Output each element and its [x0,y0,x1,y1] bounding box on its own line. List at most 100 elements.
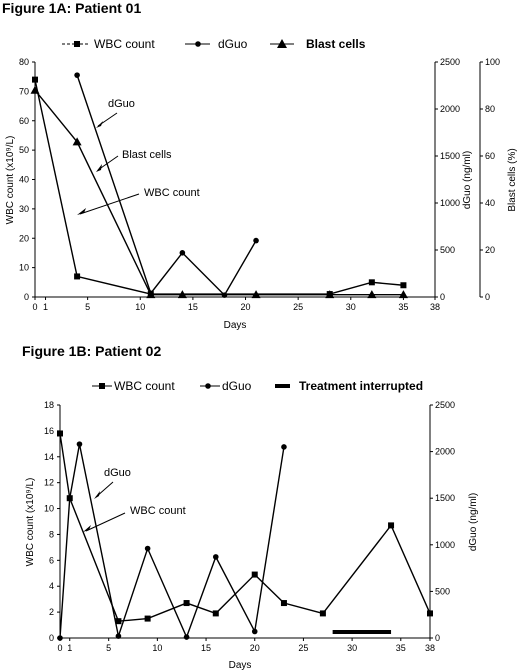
chart-b-right1-ticks: 0 500 1000 1500 2000 2500 [430,400,455,643]
y2-tick-label: 500 [440,245,455,255]
data-point-dguo [76,441,83,447]
y2-tick-label: 2000 [435,447,455,457]
chart-b-series [57,430,433,641]
data-point-dguo [251,628,258,635]
y-tick-label: 12 [44,478,54,488]
y2-tick-label: 2000 [440,104,460,114]
x-tick-label: 1 [67,643,72,653]
x-tick-label: 10 [152,643,162,653]
legend-label-treatment: Treatment interrupted [299,379,423,393]
legend-label-wbc: WBC count [114,379,175,393]
data-point-wbc-count [388,522,395,529]
series-line-dguo [76,74,257,297]
data-point-dguo [144,545,151,552]
chart-a-left-label: WBC count (x10⁹/L) [5,136,16,225]
legend-label-dguo: dGuo [218,37,248,51]
data-point-wbc-count [183,600,190,607]
annotation-wbc: WBC count [144,187,200,199]
annotation-dguo: dGuo [104,467,131,479]
data-point-wbc-count [32,76,38,83]
data-point-wbc-count [280,600,287,607]
legend-marker-square [74,41,80,47]
x-tick-label: 20 [250,643,260,653]
y3-tick-label: 40 [485,198,495,208]
x-tick-label: 25 [298,643,308,653]
arrowhead [94,491,100,499]
data-point-wbc-count [212,610,219,617]
data-point-wbc-count [57,430,63,437]
arrowhead [83,525,91,532]
chart-a-right1-ticks: 0 500 1000 1500 2000 2500 [435,57,460,302]
legend-label-dguo: dGuo [222,379,252,393]
y-tick-label: 16 [44,426,54,436]
x-tick-label: 20 [241,302,251,312]
data-point-blast-cells [72,137,82,146]
x-tick-label: 35 [398,302,408,312]
x-tick-label: 5 [85,302,90,312]
chart-a-left-ticks: 0 10 20 30 40 50 60 70 80 [19,57,35,302]
data-point-wbc-count [144,615,151,622]
data-point-blast-cells [398,290,408,299]
x-tick-label: 15 [201,643,211,653]
chart-a-x-label: Days [224,320,247,331]
chart-a-right2-label: Blast cells (%) [507,148,518,211]
chart-a-x-ticks: 0 1 5 10 15 20 25 30 35 38 [32,297,440,312]
y-tick-label: 20 [19,233,29,243]
y2-tick-label: 2500 [440,57,460,67]
y-tick-label: 18 [44,400,54,410]
data-point-dguo [183,634,190,640]
x-tick-label: 0 [57,643,62,653]
y-tick-label: 0 [49,633,54,643]
chart-b-legend: WBC count dGuo Treatment interrupted [92,379,423,393]
data-point-dguo [179,250,186,256]
y3-tick-label: 20 [485,245,495,255]
y-tick-label: 4 [49,581,54,591]
legend-item-wbc: WBC count [62,37,155,51]
chart-b-left-label: WBC count (x10⁹/L) [25,478,36,567]
y2-tick-label: 0 [435,633,440,643]
legend-item-treatment: Treatment interrupted [275,379,423,393]
y3-tick-label: 0 [485,292,490,302]
data-point-wbc-count [368,279,375,286]
y3-tick-label: 60 [485,151,495,161]
annotation-dguo: dGuo [108,98,135,110]
data-point-wbc-count [400,282,407,289]
data-point-wbc-count [427,610,433,617]
chart-a: Figure 1A: Patient 01 WBC count dGuo Bla… [2,0,518,331]
y-tick-label: 30 [19,204,29,214]
y2-tick-label: 2500 [435,400,455,410]
chart-b: Figure 1B: Patient 02 WBC count dGuo Tre… [22,343,479,670]
legend-marker-circle [195,41,201,47]
chart-a-title: Figure 1A: Patient 01 [2,0,141,16]
data-point-wbc-count [74,273,81,280]
data-point-dguo [253,237,259,244]
y-tick-label: 10 [19,263,29,273]
series-line-wbc-count [34,79,404,295]
series-line-wbc-count [59,433,431,622]
x-tick-label: 10 [135,302,145,312]
legend-marker-triangle [277,39,287,48]
y-tick-label: 70 [19,86,29,96]
y2-tick-label: 1000 [440,198,460,208]
arrowhead [77,208,86,215]
y2-tick-label: 500 [435,586,450,596]
arrowhead [96,164,102,172]
annotation-arrow-wbc [79,193,140,215]
legend-item-dguo: dGuo [200,379,252,393]
chart-a-right2-ticks: 0 20 40 60 80 100 [480,57,500,302]
data-point-blast-cells [146,290,156,299]
x-tick-label: 25 [293,302,303,312]
y3-tick-label: 80 [485,104,495,114]
x-tick-label: 38 [425,643,435,653]
annotation-arrow-wbc [85,512,126,532]
chart-a-right1-label: dGuo (ng/ml) [462,151,473,209]
legend-item-blast: Blast cells [270,37,366,51]
y-tick-label: 40 [19,175,29,185]
legend-item-dguo: dGuo [185,37,248,51]
chart-b-left-ticks: 0 2 4 6 8 10 12 14 16 18 [44,400,60,643]
y2-tick-label: 1500 [440,151,460,161]
y-tick-label: 8 [49,529,54,539]
legend-item-wbc: WBC count [92,379,175,393]
x-tick-label: 0 [32,302,37,312]
